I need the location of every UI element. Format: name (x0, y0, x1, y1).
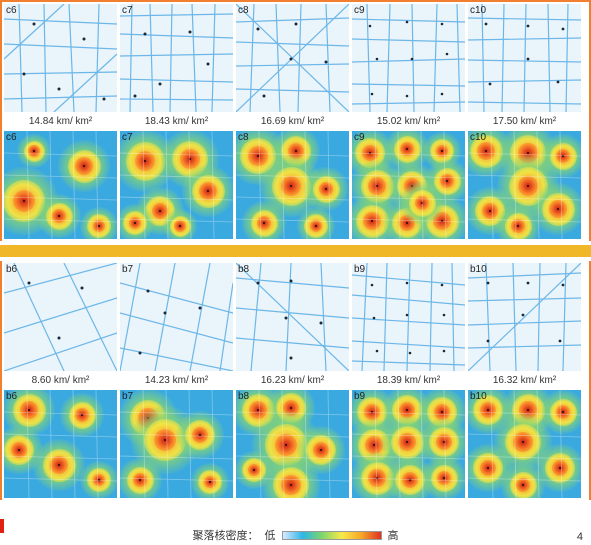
panel-c10-heat: c10 (468, 131, 581, 239)
panel-label: b9 (354, 391, 365, 402)
panel-label: b10 (470, 264, 487, 275)
panel-label: c10 (470, 5, 486, 16)
caption: 16.69 km/ km² (236, 114, 349, 129)
panel-label: c8 (238, 132, 249, 143)
caption: 18.39 km/ km² (352, 373, 465, 388)
panel-label: b7 (122, 264, 133, 275)
page-number: 4 (577, 531, 583, 543)
row-b-heat: b6 b7 b8 b9 b10 (2, 388, 589, 500)
legend: 聚落核密度： 低 高 (0, 527, 591, 543)
panel-label: b8 (238, 264, 249, 275)
panel-b10-map: b10 (468, 263, 581, 371)
group-b: b6 b7 b8 b9 (0, 261, 591, 500)
row-c-maps: c6 c7 c8 c9 (2, 2, 589, 114)
street-network (236, 263, 349, 371)
street-network (468, 263, 581, 371)
panel-b6-heat: b6 (4, 390, 117, 498)
panel-c7-map: c7 (120, 4, 233, 112)
captions-c: 14.84 km/ km² 18.43 km/ km² 16.69 km/ km… (2, 114, 589, 129)
legend-low: 低 (265, 527, 276, 543)
caption: 16.23 km/ km² (236, 373, 349, 388)
panel-c8-heat: c8 (236, 131, 349, 239)
panel-label: b7 (122, 391, 133, 402)
caption: 14.84 km/ km² (4, 114, 117, 129)
caption: 18.43 km/ km² (120, 114, 233, 129)
caption: 14.23 km/ km² (120, 373, 233, 388)
panel-label: c6 (6, 5, 17, 16)
panel-c8-map: c8 (236, 4, 349, 112)
street-network (352, 4, 465, 112)
panel-c7-heat: c7 (120, 131, 233, 239)
separator-bar (0, 245, 591, 257)
row-c-heat: c6 c7 c8 c9 c10 (2, 129, 589, 241)
panel-label: c6 (6, 132, 17, 143)
street-network (236, 4, 349, 112)
panel-b9-map: b9 (352, 263, 465, 371)
caption: 16.32 km/ km² (468, 373, 581, 388)
street-network (4, 263, 117, 371)
group-c: c6 c7 c8 c9 (0, 0, 591, 241)
panel-label: b8 (238, 391, 249, 402)
panel-c9-heat: c9 (352, 131, 465, 239)
captions-b: 8.60 km/ km² 14.23 km/ km² 16.23 km/ km²… (2, 373, 589, 388)
legend-high: 高 (388, 527, 399, 543)
panel-label: b6 (6, 264, 17, 275)
street-network (468, 4, 581, 112)
panel-b6-map: b6 (4, 263, 117, 371)
panel-b8-map: b8 (236, 263, 349, 371)
panel-label: c7 (122, 5, 133, 16)
panel-b10-heat: b10 (468, 390, 581, 498)
panel-label: b9 (354, 264, 365, 275)
panel-b7-heat: b7 (120, 390, 233, 498)
caption: 17.50 km/ km² (468, 114, 581, 129)
street-network (352, 263, 465, 371)
panel-label: b6 (6, 391, 17, 402)
panel-b9-heat: b9 (352, 390, 465, 498)
caption: 15.02 km/ km² (352, 114, 465, 129)
panel-c6-heat: c6 (4, 131, 117, 239)
panel-label: c9 (354, 5, 365, 16)
panel-label: c9 (354, 132, 365, 143)
panel-label: c10 (470, 132, 486, 143)
legend-gradient (282, 531, 382, 540)
street-network (120, 263, 233, 371)
panel-b7-map: b7 (120, 263, 233, 371)
caption: 8.60 km/ km² (4, 373, 117, 388)
street-network (120, 4, 233, 112)
legend-title: 聚落核密度： (193, 527, 259, 543)
row-b-maps: b6 b7 b8 b9 (2, 261, 589, 373)
panel-label: b10 (470, 391, 487, 402)
panel-label: c7 (122, 132, 133, 143)
panel-c9-map: c9 (352, 4, 465, 112)
panel-c10-map: c10 (468, 4, 581, 112)
panel-b8-heat: b8 (236, 390, 349, 498)
street-network (4, 4, 117, 112)
panel-c6-map: c6 (4, 4, 117, 112)
panel-label: c8 (238, 5, 249, 16)
